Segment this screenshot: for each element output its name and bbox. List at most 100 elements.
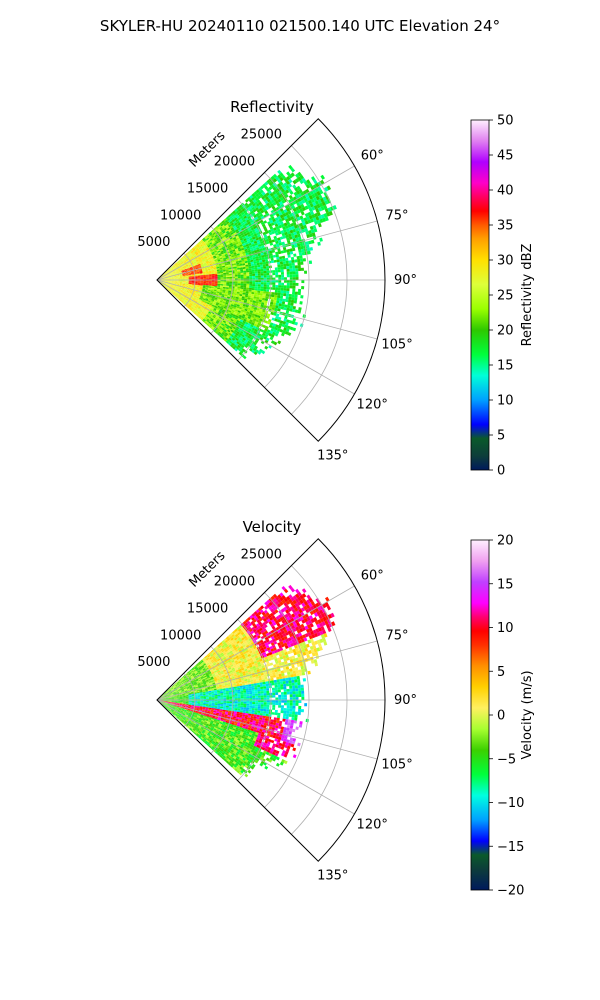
radar-cell <box>204 257 208 260</box>
radar-cell <box>320 174 325 180</box>
radar-cell <box>273 299 277 303</box>
radar-cell <box>256 262 260 266</box>
radar-cell <box>264 256 268 260</box>
radar-cell <box>269 196 274 201</box>
radar-cell <box>282 191 287 196</box>
radar-cell <box>220 282 224 285</box>
radar-cell <box>284 231 288 236</box>
radar-cell <box>234 246 238 250</box>
radar-cell <box>249 237 253 241</box>
radar-cell <box>236 206 241 211</box>
radar-cell <box>234 240 238 244</box>
radar-cell <box>253 259 257 262</box>
radar-cell <box>233 264 237 267</box>
radar-cell <box>242 265 246 268</box>
radar-cell <box>244 211 249 216</box>
radar-cell <box>232 236 237 240</box>
radar-cell <box>174 267 177 270</box>
radar-cell <box>269 192 274 197</box>
radar-cell <box>189 253 192 257</box>
radar-cell <box>185 277 189 279</box>
radar-cell <box>199 243 203 246</box>
radar-cell <box>214 282 218 284</box>
radar-cell <box>165 276 168 278</box>
radar-cell <box>249 244 253 248</box>
radar-cell <box>248 289 252 292</box>
radar-cell <box>174 276 177 278</box>
radar-cell <box>292 238 297 242</box>
radar-cell <box>252 254 256 258</box>
radar-cell <box>187 272 191 274</box>
radar-cell <box>211 277 215 279</box>
radar-cell <box>168 278 172 279</box>
radar-cell <box>197 273 200 275</box>
radar-cell <box>304 270 307 274</box>
radar-cell <box>243 281 247 284</box>
radar-cell <box>291 218 296 223</box>
radar-cell <box>270 184 275 189</box>
radar-cell <box>266 198 271 203</box>
radar-cell <box>215 247 220 251</box>
radar-cell <box>246 270 250 273</box>
radar-cell <box>206 233 210 237</box>
radar-cell <box>286 230 291 235</box>
radar-cell <box>234 271 238 274</box>
radar-cell <box>225 285 229 288</box>
radar-cell <box>238 218 243 223</box>
radar-cell <box>277 239 282 244</box>
radar-cell <box>229 220 233 225</box>
radar-cell <box>288 194 293 200</box>
radar-cell <box>199 268 202 271</box>
radar-cell <box>248 268 252 271</box>
radar-cell <box>275 269 279 273</box>
radar-cell <box>292 179 297 185</box>
radar-cell <box>260 273 264 276</box>
radar-cell <box>290 222 294 227</box>
radar-cell <box>229 215 233 220</box>
radar-cell <box>171 268 175 271</box>
radar-cell <box>227 217 231 222</box>
radar-cell <box>191 275 195 277</box>
radar-cell <box>171 278 175 280</box>
radar-cell <box>275 287 279 291</box>
radar-cell <box>228 235 232 239</box>
radar-cell <box>239 263 243 266</box>
radar-cell <box>212 248 216 251</box>
radar-cell <box>199 271 203 273</box>
radar-cell <box>170 274 174 276</box>
radar-cell <box>253 191 258 196</box>
radar-cell <box>241 249 245 253</box>
radar-cell <box>217 238 221 242</box>
radar-cell <box>324 208 329 213</box>
radar-cell <box>245 198 249 203</box>
radar-cell <box>260 286 264 289</box>
radar-cell <box>262 247 266 251</box>
radar-cell <box>284 280 287 283</box>
radar-cell <box>225 256 229 260</box>
radar-cell <box>202 238 206 242</box>
radar-cell <box>217 234 221 238</box>
radar-cell <box>173 266 176 269</box>
radar-cell <box>312 217 317 222</box>
radar-cell <box>286 221 291 226</box>
radar-cell <box>188 263 191 266</box>
radar-cell <box>265 291 269 295</box>
radar-cell <box>174 263 178 266</box>
radar-cell <box>211 251 215 255</box>
radar-cell <box>283 229 287 233</box>
radar-cell <box>256 249 260 252</box>
radar-cell <box>285 234 289 239</box>
radar-cell <box>327 207 332 212</box>
radar-cell <box>232 235 236 239</box>
radar-cell <box>232 241 236 245</box>
radar-cell <box>274 289 278 293</box>
radar-cell <box>260 268 264 272</box>
radar-cell <box>197 263 201 266</box>
radar-cell <box>286 288 290 292</box>
radar-cell <box>317 223 322 228</box>
radar-cell <box>324 200 329 205</box>
radar-cell <box>240 247 245 251</box>
radar-cell <box>206 255 210 258</box>
radar-cell <box>313 192 319 197</box>
radar-cell <box>220 232 224 236</box>
